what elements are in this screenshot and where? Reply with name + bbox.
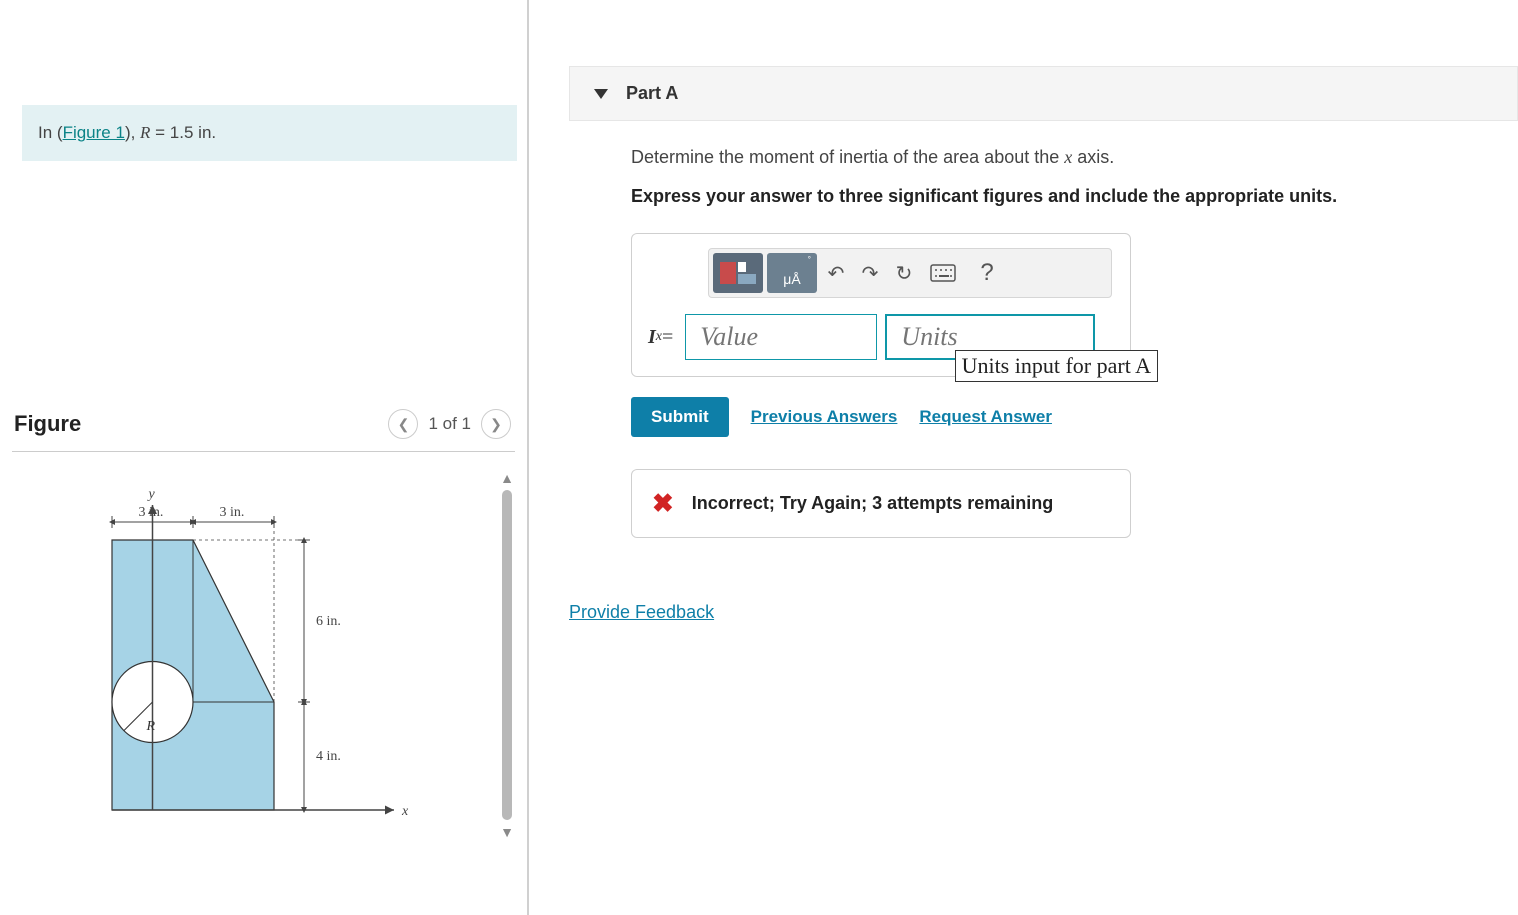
pager-next-button[interactable]: ❯ xyxy=(481,409,511,439)
prompt-pre: Determine the moment of inertia of the a… xyxy=(631,147,1064,167)
help-button[interactable]: ? xyxy=(967,253,1007,293)
feedback-text: Incorrect; Try Again; 3 attempts remaini… xyxy=(692,493,1053,514)
answer-toolbar: μÅ ° ↶ ↷ ↻ ? xyxy=(708,248,1112,298)
problem-eq: = 1.5 in. xyxy=(150,123,216,142)
figure-link[interactable]: Figure 1 xyxy=(63,123,125,142)
svg-text:R: R xyxy=(146,719,156,734)
left-panel: In (Figure 1), R = 1.5 in. Figure ❮ 1 of… xyxy=(0,0,529,915)
figure-area: y x R 3 in. 3 in. 6 in. 4 in. ▲ ▼ xyxy=(0,452,527,852)
pager-prev-button[interactable]: ❮ xyxy=(388,409,418,439)
part-body: Determine the moment of inertia of the a… xyxy=(569,121,1518,377)
figure-title: Figure xyxy=(14,411,81,437)
svg-text:3 in.: 3 in. xyxy=(139,505,164,520)
problem-suffix: ), xyxy=(125,123,140,142)
problem-statement: In (Figure 1), R = 1.5 in. xyxy=(22,105,517,161)
prompt-text: Determine the moment of inertia of the a… xyxy=(631,147,1498,168)
instructions-text: Express your answer to three significant… xyxy=(631,186,1498,207)
keyboard-button[interactable] xyxy=(923,253,963,293)
feedback-box: ✖ Incorrect; Try Again; 3 attempts remai… xyxy=(631,469,1131,538)
previous-answers-link[interactable]: Previous Answers xyxy=(751,407,898,427)
svg-text:4 in.: 4 in. xyxy=(316,749,341,764)
undo-button[interactable]: ↶ xyxy=(821,253,851,293)
scroll-thumb[interactable] xyxy=(502,490,512,820)
prompt-post: axis. xyxy=(1072,147,1114,167)
submit-button[interactable]: Submit xyxy=(631,397,729,437)
action-row: Submit Previous Answers Request Answer xyxy=(631,397,1518,437)
part-title: Part A xyxy=(626,83,678,104)
template-tool-icon[interactable] xyxy=(713,253,763,293)
right-panel: Part A Determine the moment of inertia o… xyxy=(529,0,1518,915)
provide-feedback-link[interactable]: Provide Feedback xyxy=(569,602,714,623)
problem-prefix: In ( xyxy=(38,123,63,142)
svg-text:x: x xyxy=(401,804,409,819)
reset-button[interactable]: ↻ xyxy=(889,253,919,293)
redo-button[interactable]: ↷ xyxy=(855,253,885,293)
svg-text:y: y xyxy=(147,487,156,502)
value-input[interactable] xyxy=(685,314,877,360)
scroll-down-icon[interactable]: ▼ xyxy=(500,824,514,840)
answer-box: μÅ ° ↶ ↷ ↻ ? Ix = xyxy=(631,233,1131,377)
answer-lhs: Ix = xyxy=(648,314,677,360)
incorrect-icon: ✖ xyxy=(652,488,674,519)
request-answer-link[interactable]: Request Answer xyxy=(919,407,1052,427)
figure-scrollbar[interactable]: ▲ ▼ xyxy=(501,470,513,840)
lhs-symbol: I xyxy=(648,326,656,349)
scroll-up-icon[interactable]: ▲ xyxy=(500,470,514,486)
symbols-tool-icon[interactable]: μÅ ° xyxy=(767,253,817,293)
svg-text:3 in.: 3 in. xyxy=(220,505,245,520)
figure-diagram: y x R 3 in. 3 in. 6 in. 4 in. xyxy=(12,470,432,850)
svg-text:6 in.: 6 in. xyxy=(316,614,341,629)
part-header[interactable]: Part A xyxy=(569,66,1518,121)
symbols-label: μÅ xyxy=(783,271,800,287)
problem-var: R xyxy=(140,123,150,142)
pager-count: 1 of 1 xyxy=(428,414,471,434)
units-tooltip: Units input for part A xyxy=(955,350,1158,382)
figure-pager: ❮ 1 of 1 ❯ xyxy=(388,409,511,439)
figure-section: Figure ❮ 1 of 1 ❯ y x R 3 in. 3 in. 6 in. 4 in… xyxy=(0,409,527,852)
caret-down-icon xyxy=(594,89,608,99)
lhs-equals: = xyxy=(662,326,673,349)
